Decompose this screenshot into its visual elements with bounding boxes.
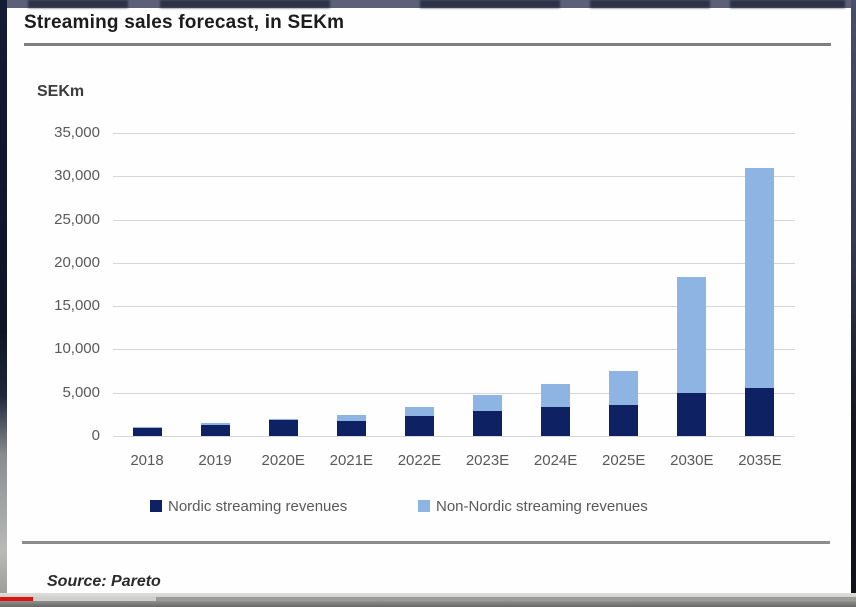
bar-segment-nordic bbox=[268, 420, 298, 436]
y-tick-label: 5,000 bbox=[62, 383, 100, 401]
bar-segment-non-nordic bbox=[404, 407, 434, 417]
bar-segment-non-nordic bbox=[200, 423, 230, 425]
x-tick-label: 2035E bbox=[738, 452, 782, 469]
legend-swatch-nordic bbox=[150, 500, 162, 512]
video-progress-bar[interactable] bbox=[0, 597, 856, 601]
bar-segment-non-nordic bbox=[473, 395, 502, 411]
x-tick-label: 2025E bbox=[602, 452, 646, 469]
bar-segment-nordic bbox=[132, 428, 162, 436]
x-tick-label: 2018 bbox=[130, 452, 164, 469]
progress-buffered bbox=[0, 597, 156, 601]
y-tick-label: 25,000 bbox=[54, 210, 100, 228]
bar-segment-nordic bbox=[745, 387, 775, 436]
legend-label-non-nordic: Non-Nordic streaming revenues bbox=[436, 498, 648, 515]
x-tick-label: 2024E bbox=[533, 452, 578, 469]
x-tick-label: 2021E bbox=[329, 452, 373, 469]
x-tick-label: 2019 bbox=[198, 452, 232, 469]
gridline bbox=[113, 349, 795, 351]
bar-segment-nordic bbox=[541, 407, 571, 436]
x-tick-label: 2020E bbox=[261, 452, 305, 469]
title-underline bbox=[24, 43, 831, 46]
footer-separator-line bbox=[22, 541, 830, 544]
gridline bbox=[113, 436, 795, 437]
y-tick-label: 10,000 bbox=[54, 340, 100, 358]
video-left-edge bbox=[0, 0, 7, 600]
chart-title: Streaming sales forecast, in SEKm bbox=[24, 12, 345, 33]
bar-segment-nordic bbox=[677, 392, 707, 436]
gridline bbox=[113, 176, 795, 178]
bar-segment-nordic bbox=[473, 410, 502, 436]
bar-segment-nordic bbox=[609, 404, 639, 436]
video-right-edge bbox=[851, 0, 856, 600]
bar-segment-nordic bbox=[200, 424, 230, 436]
bar-segment-non-nordic bbox=[268, 418, 298, 421]
bar-segment-non-nordic bbox=[677, 276, 707, 393]
gridline bbox=[113, 306, 795, 308]
bar-segment-non-nordic bbox=[541, 384, 571, 408]
y-tick-label: 0 bbox=[91, 427, 100, 444]
y-tick-label: 30,000 bbox=[54, 167, 100, 185]
x-tick-label: 2022E bbox=[397, 452, 442, 469]
bar-segment-non-nordic bbox=[336, 415, 366, 422]
bar-segment-nordic bbox=[404, 416, 434, 436]
bar-segment-nordic bbox=[336, 421, 366, 436]
gridline bbox=[113, 392, 795, 394]
y-tick-label: 15,000 bbox=[54, 297, 100, 315]
x-tick-label: 2030E bbox=[670, 452, 714, 469]
legend-swatch-non-nordic bbox=[418, 500, 430, 512]
y-axis-unit-label: SEKm bbox=[37, 83, 85, 100]
gridline bbox=[113, 133, 795, 134]
video-top-edge bbox=[0, 0, 856, 8]
chart-legend: Nordic streaming revenues Non-Nordic str… bbox=[0, 497, 856, 517]
bar-segment-non-nordic bbox=[609, 371, 639, 405]
bar-segment-non-nordic bbox=[745, 167, 775, 388]
bar-segment-non-nordic bbox=[132, 427, 162, 429]
gridline bbox=[113, 262, 795, 264]
x-tick-label: 2023E bbox=[465, 452, 510, 469]
progress-played bbox=[0, 597, 33, 601]
gridline bbox=[113, 219, 795, 221]
source-caption: Source: Pareto bbox=[47, 573, 161, 590]
legend-label-nordic: Nordic streaming revenues bbox=[168, 498, 348, 515]
y-tick-label: 35,000 bbox=[54, 124, 100, 141]
y-tick-label: 20,000 bbox=[54, 253, 100, 271]
